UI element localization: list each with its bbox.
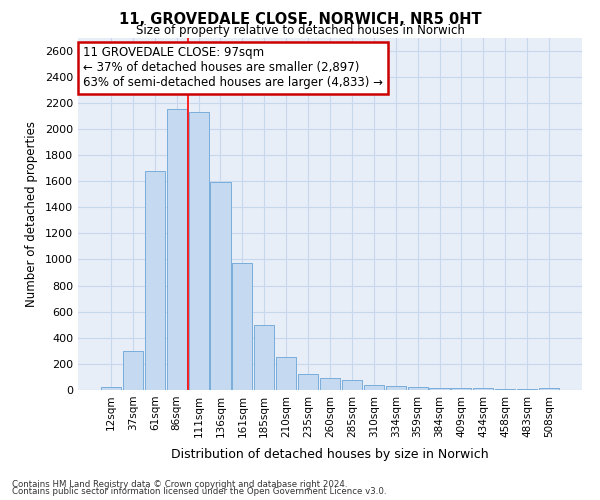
Bar <box>407 387 428 390</box>
Bar <box>364 385 384 390</box>
X-axis label: Distribution of detached houses by size in Norwich: Distribution of detached houses by size … <box>171 448 489 461</box>
Bar <box>517 388 537 390</box>
Text: 11 GROVEDALE CLOSE: 97sqm
← 37% of detached houses are smaller (2,897)
63% of se: 11 GROVEDALE CLOSE: 97sqm ← 37% of detac… <box>83 46 383 90</box>
Bar <box>473 388 493 390</box>
Bar <box>451 388 472 390</box>
Bar <box>342 380 362 390</box>
Bar <box>386 386 406 390</box>
Text: Size of property relative to detached houses in Norwich: Size of property relative to detached ho… <box>136 24 464 37</box>
Bar <box>254 324 274 390</box>
Bar <box>232 264 253 390</box>
Bar <box>276 358 296 390</box>
Bar <box>101 388 121 390</box>
Bar <box>320 378 340 390</box>
Bar <box>123 351 143 390</box>
Y-axis label: Number of detached properties: Number of detached properties <box>25 120 38 306</box>
Bar <box>539 388 559 390</box>
Bar <box>145 170 165 390</box>
Text: Contains HM Land Registry data © Crown copyright and database right 2024.: Contains HM Land Registry data © Crown c… <box>12 480 347 489</box>
Bar <box>167 110 187 390</box>
Bar <box>495 388 515 390</box>
Text: Contains public sector information licensed under the Open Government Licence v3: Contains public sector information licen… <box>12 487 386 496</box>
Bar <box>211 182 230 390</box>
Text: 11, GROVEDALE CLOSE, NORWICH, NR5 0HT: 11, GROVEDALE CLOSE, NORWICH, NR5 0HT <box>119 12 481 28</box>
Bar <box>298 374 318 390</box>
Bar <box>188 112 209 390</box>
Bar <box>430 388 449 390</box>
